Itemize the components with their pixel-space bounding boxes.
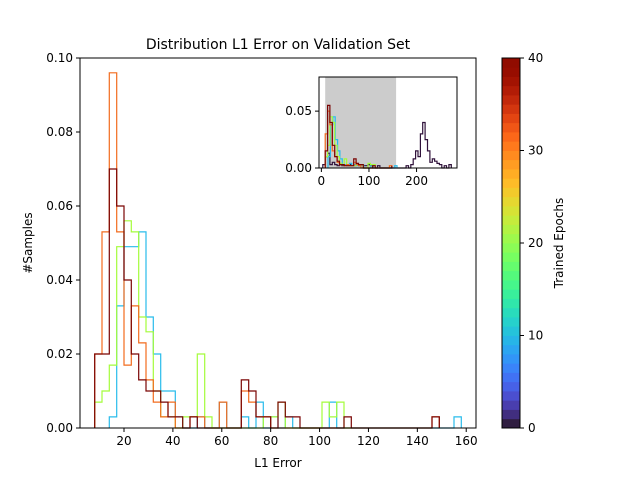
x-axis-label: L1 Error (254, 456, 301, 470)
main-x-tick-label: 120 (357, 434, 380, 448)
main-x-tick-label: 160 (455, 434, 478, 448)
colorbar-cell (502, 372, 520, 383)
colorbar-cell (502, 270, 520, 281)
colorbar-cell (502, 196, 520, 207)
colorbar-cell (502, 317, 520, 327)
main-y-tick-label: 0.06 (46, 199, 73, 213)
main-y-axis-ticks: 0.00 0.02 0.04 0.06 0.08 0.10 (46, 51, 80, 435)
colorbar-cell (502, 141, 520, 151)
main-chart: Distribution L1 Error on Validation Set … (21, 37, 478, 470)
main-y-tick-label: 0.02 (46, 347, 73, 361)
colorbar-tick-label: 10 (528, 329, 543, 343)
colorbar-cell (502, 178, 520, 188)
inset-axes-frame (318, 76, 458, 169)
colorbar-cell (502, 159, 520, 170)
colorbar-cell (502, 206, 520, 216)
colorbar-cell (502, 252, 520, 262)
colorbar-cell (502, 122, 520, 133)
colorbar-cell (502, 187, 520, 198)
colorbar-label: Trained Epochs (552, 198, 566, 290)
colorbar-cell (502, 215, 520, 225)
y-axis-label: #Samples (21, 212, 35, 273)
colorbar-ticks: 0 10 20 30 40 (520, 51, 543, 435)
main-y-tick-label: 0.00 (46, 421, 73, 435)
inset-x-tick-label: 200 (405, 174, 428, 188)
colorbar-cell (502, 400, 520, 410)
colorbar-cell (502, 104, 520, 114)
main-x-tick-label: 140 (406, 434, 429, 448)
main-x-axis-ticks: 20 40 60 80 100 120 140 160 (116, 428, 478, 448)
colorbar: 0 10 20 30 40 Trained Epochs (501, 51, 566, 435)
inset-x-tick-label: 0 (318, 174, 326, 188)
colorbar-cell (502, 95, 520, 105)
main-y-tick-label: 0.08 (46, 125, 73, 139)
main-axes-frame (79, 57, 477, 429)
colorbar-cell (502, 326, 520, 336)
colorbar-cell (502, 344, 520, 355)
colorbar-cell (502, 224, 520, 235)
chart-title: Distribution L1 Error on Validation Set (146, 37, 411, 53)
inset-y-tick-label: 0.00 (285, 161, 312, 175)
inset-chart: 0 100 200 0.00 0.05 (285, 76, 458, 188)
inset-x-tick-label: 100 (358, 174, 381, 188)
inset-highlight-span (325, 77, 397, 168)
colorbar-cell (502, 67, 520, 77)
colorbar-cell (502, 298, 520, 309)
colorbar-tick-label: 0 (528, 421, 536, 435)
inset-x-axis-ticks: 0 100 200 (318, 168, 428, 188)
colorbar-cell (502, 169, 520, 179)
colorbar-gradient (502, 58, 520, 429)
colorbar-cell (502, 76, 520, 87)
colorbar-cell (502, 307, 520, 318)
main-x-tick-label: 60 (214, 434, 229, 448)
colorbar-cell (502, 280, 520, 290)
main-x-tick-label: 20 (116, 434, 131, 448)
main-x-tick-label: 100 (308, 434, 331, 448)
colorbar-cell (502, 150, 520, 161)
colorbar-cell (502, 391, 520, 401)
main-y-tick-label: 0.04 (46, 273, 73, 287)
colorbar-cell (502, 335, 520, 346)
colorbar-cell (502, 85, 520, 96)
colorbar-tick-label: 40 (528, 51, 543, 65)
colorbar-cell (502, 289, 520, 299)
colorbar-cell (502, 363, 520, 373)
colorbar-cell (502, 354, 520, 364)
colorbar-cell (502, 58, 520, 68)
colorbar-tick-label: 30 (528, 144, 543, 158)
colorbar-cell (502, 409, 520, 420)
inset-y-tick-label: 0.05 (285, 104, 312, 118)
colorbar-cell (502, 418, 520, 429)
main-x-tick-label: 80 (263, 434, 278, 448)
colorbar-cell (502, 381, 520, 392)
colorbar-cell (502, 113, 520, 124)
colorbar-cell (502, 261, 520, 272)
colorbar-cell (502, 132, 520, 142)
colorbar-cell (502, 233, 520, 244)
colorbar-cell (502, 243, 520, 253)
main-y-tick-label: 0.10 (46, 51, 73, 65)
colorbar-tick-label: 20 (528, 236, 543, 250)
main-x-tick-label: 40 (165, 434, 180, 448)
inset-y-axis-ticks: 0.00 0.05 (285, 104, 319, 175)
